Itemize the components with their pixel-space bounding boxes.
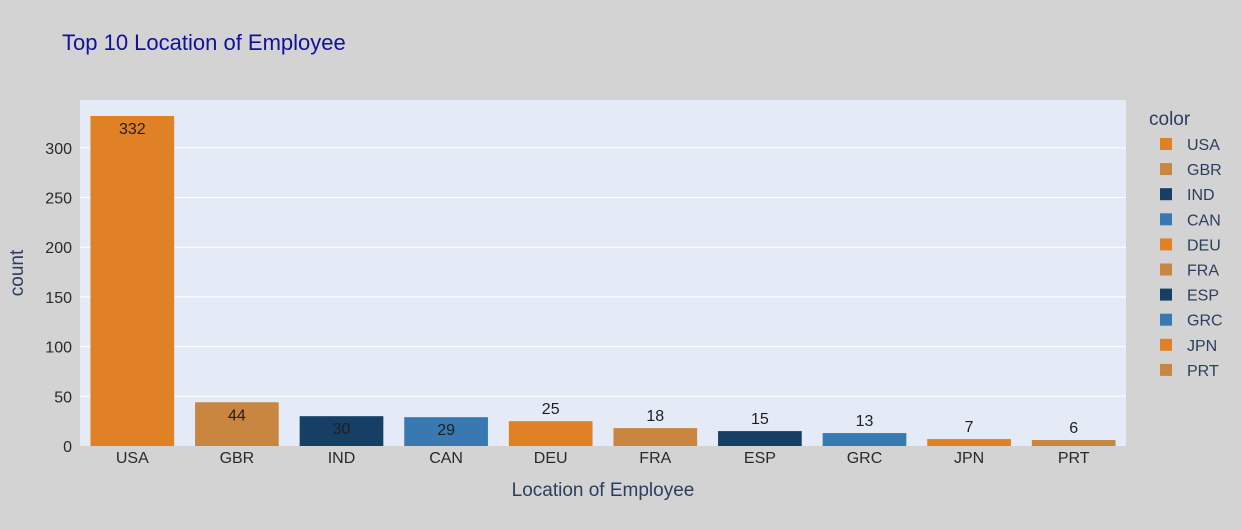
chart-title: Top 10 Location of Employee — [62, 30, 346, 55]
legend-label: ESP — [1187, 288, 1219, 305]
bar-value-label: 30 — [333, 421, 351, 438]
y-tick-label: 150 — [45, 290, 72, 307]
gridlines — [80, 147, 1126, 397]
legend-label: CAN — [1187, 212, 1221, 229]
legend-swatch — [1160, 238, 1172, 251]
y-tick-label: 300 — [45, 141, 72, 158]
y-axis-title: count — [7, 249, 28, 296]
bar-value-label: 25 — [542, 401, 560, 418]
bar-can — [404, 417, 488, 446]
legend-item-usa[interactable]: USA — [1160, 137, 1220, 154]
bar-grc — [822, 433, 907, 446]
bar-value-label: 13 — [856, 413, 874, 430]
x-tick-label: GRC — [847, 450, 883, 467]
legend-label: JPN — [1187, 338, 1217, 355]
legend-items: USA GBR IND CAN DEU FRA ESP GRC JPN PRT — [1160, 137, 1223, 380]
legend-item-gbr[interactable]: GBR — [1160, 162, 1222, 179]
y-tick-label: 200 — [45, 240, 72, 257]
y-tick-label: 100 — [45, 340, 72, 357]
legend-item-deu[interactable]: DEU — [1160, 237, 1221, 254]
y-axis-ticks: 0 50 100 150 200 250 300 — [45, 141, 72, 456]
bars — [90, 115, 1116, 446]
x-tick-label: GBR — [220, 450, 255, 467]
x-axis-title: Location of Employee — [512, 480, 695, 501]
bar-value-label: 44 — [228, 407, 246, 424]
x-tick-label: JPN — [954, 450, 984, 467]
bar-esp — [718, 431, 802, 446]
x-tick-label: ESP — [744, 450, 776, 467]
bar-ind — [299, 416, 384, 446]
legend-label: GRC — [1187, 313, 1223, 330]
x-tick-label: PRT — [1058, 450, 1090, 467]
x-axis-ticks: USA GBR IND CAN DEU FRA ESP GRC JPN PRT — [116, 450, 1090, 467]
bar-gbr — [195, 402, 279, 446]
legend-label: PRT — [1187, 363, 1219, 380]
bar-jpn — [927, 439, 1011, 446]
x-tick-label: USA — [116, 450, 149, 467]
legend-swatch — [1160, 338, 1172, 351]
y-tick-label: 0 — [63, 439, 72, 456]
bar-value-label: 15 — [751, 411, 769, 428]
y-tick-label: 50 — [54, 389, 72, 406]
legend-item-prt[interactable]: PRT — [1160, 363, 1219, 380]
bar-value-label: 6 — [1069, 420, 1078, 437]
bar-value-label: 332 — [119, 121, 146, 138]
bar-prt — [1031, 440, 1116, 446]
legend-label: GBR — [1187, 162, 1222, 179]
legend-swatch — [1160, 263, 1172, 276]
bar-usa — [90, 115, 175, 446]
legend-label: DEU — [1187, 237, 1221, 254]
legend-label: USA — [1187, 137, 1220, 154]
bar-value-label: 7 — [965, 419, 974, 436]
y-tick-label: 250 — [45, 191, 72, 208]
legend-item-can[interactable]: CAN — [1160, 212, 1221, 229]
bar-value-label: 29 — [437, 422, 455, 439]
bar-deu — [508, 421, 593, 446]
bar-value-labels: 332 44 30 29 25 18 15 13 7 6 — [119, 121, 1078, 439]
x-tick-label: IND — [328, 450, 356, 467]
legend-swatch — [1160, 163, 1172, 176]
legend-swatch — [1160, 138, 1172, 150]
legend: color USA GBR IND CAN DEU FRA ESP GRC JPN PRT — [1149, 109, 1223, 380]
legend-item-esp[interactable]: ESP — [1160, 288, 1219, 305]
plot-area — [80, 100, 1126, 446]
bar-fra — [613, 428, 698, 446]
legend-swatch — [1160, 313, 1172, 326]
bar-value-label: 18 — [646, 408, 664, 425]
legend-swatch — [1160, 288, 1172, 301]
legend-item-grc[interactable]: GRC — [1160, 313, 1223, 330]
legend-item-ind[interactable]: IND — [1160, 187, 1215, 204]
legend-swatch — [1160, 188, 1172, 201]
legend-item-jpn[interactable]: JPN — [1160, 338, 1217, 355]
legend-swatch — [1160, 213, 1172, 226]
x-tick-label: CAN — [429, 450, 463, 467]
legend-item-fra[interactable]: FRA — [1160, 263, 1219, 280]
x-tick-label: FRA — [639, 450, 671, 467]
legend-swatch — [1160, 363, 1172, 376]
legend-title: color — [1149, 109, 1191, 130]
legend-label: IND — [1187, 187, 1215, 204]
x-tick-label: DEU — [534, 450, 568, 467]
legend-label: FRA — [1187, 263, 1219, 280]
